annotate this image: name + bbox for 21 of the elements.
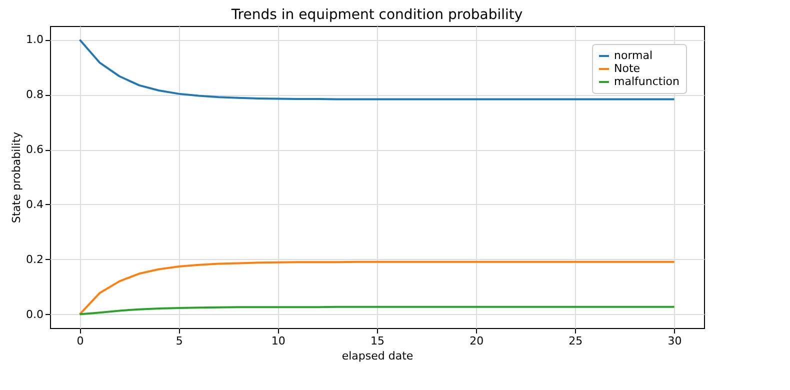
chart-title: Trends in equipment condition probability [230, 7, 523, 23]
y-tick-label: 1.0 [26, 33, 44, 46]
x-tick-label: 0 [76, 334, 84, 348]
y-tick-label: 0.0 [26, 308, 44, 321]
y-tick-label: 0.6 [26, 143, 44, 156]
x-tick-label: 5 [176, 334, 183, 348]
x-axis-title: elapsed date [342, 350, 414, 362]
x-tick-label: 25 [568, 334, 583, 348]
line-series [78, 306, 676, 316]
y-tick-label: 0.8 [26, 88, 44, 102]
legend-label: Note [614, 62, 640, 75]
line-series [78, 260, 676, 316]
y-tick-label: 0.4 [26, 198, 44, 211]
legend-label: normal [614, 49, 653, 62]
y-axis-title: State probability [10, 131, 24, 224]
x-tick-label: 30 [668, 334, 682, 348]
x-tick-label: 10 [271, 334, 286, 348]
y-tick-label: 0.2 [26, 252, 44, 266]
x-tick-label: 15 [370, 334, 384, 348]
legend-label: malfunction [614, 75, 680, 88]
x-tick-label: 20 [470, 334, 484, 348]
